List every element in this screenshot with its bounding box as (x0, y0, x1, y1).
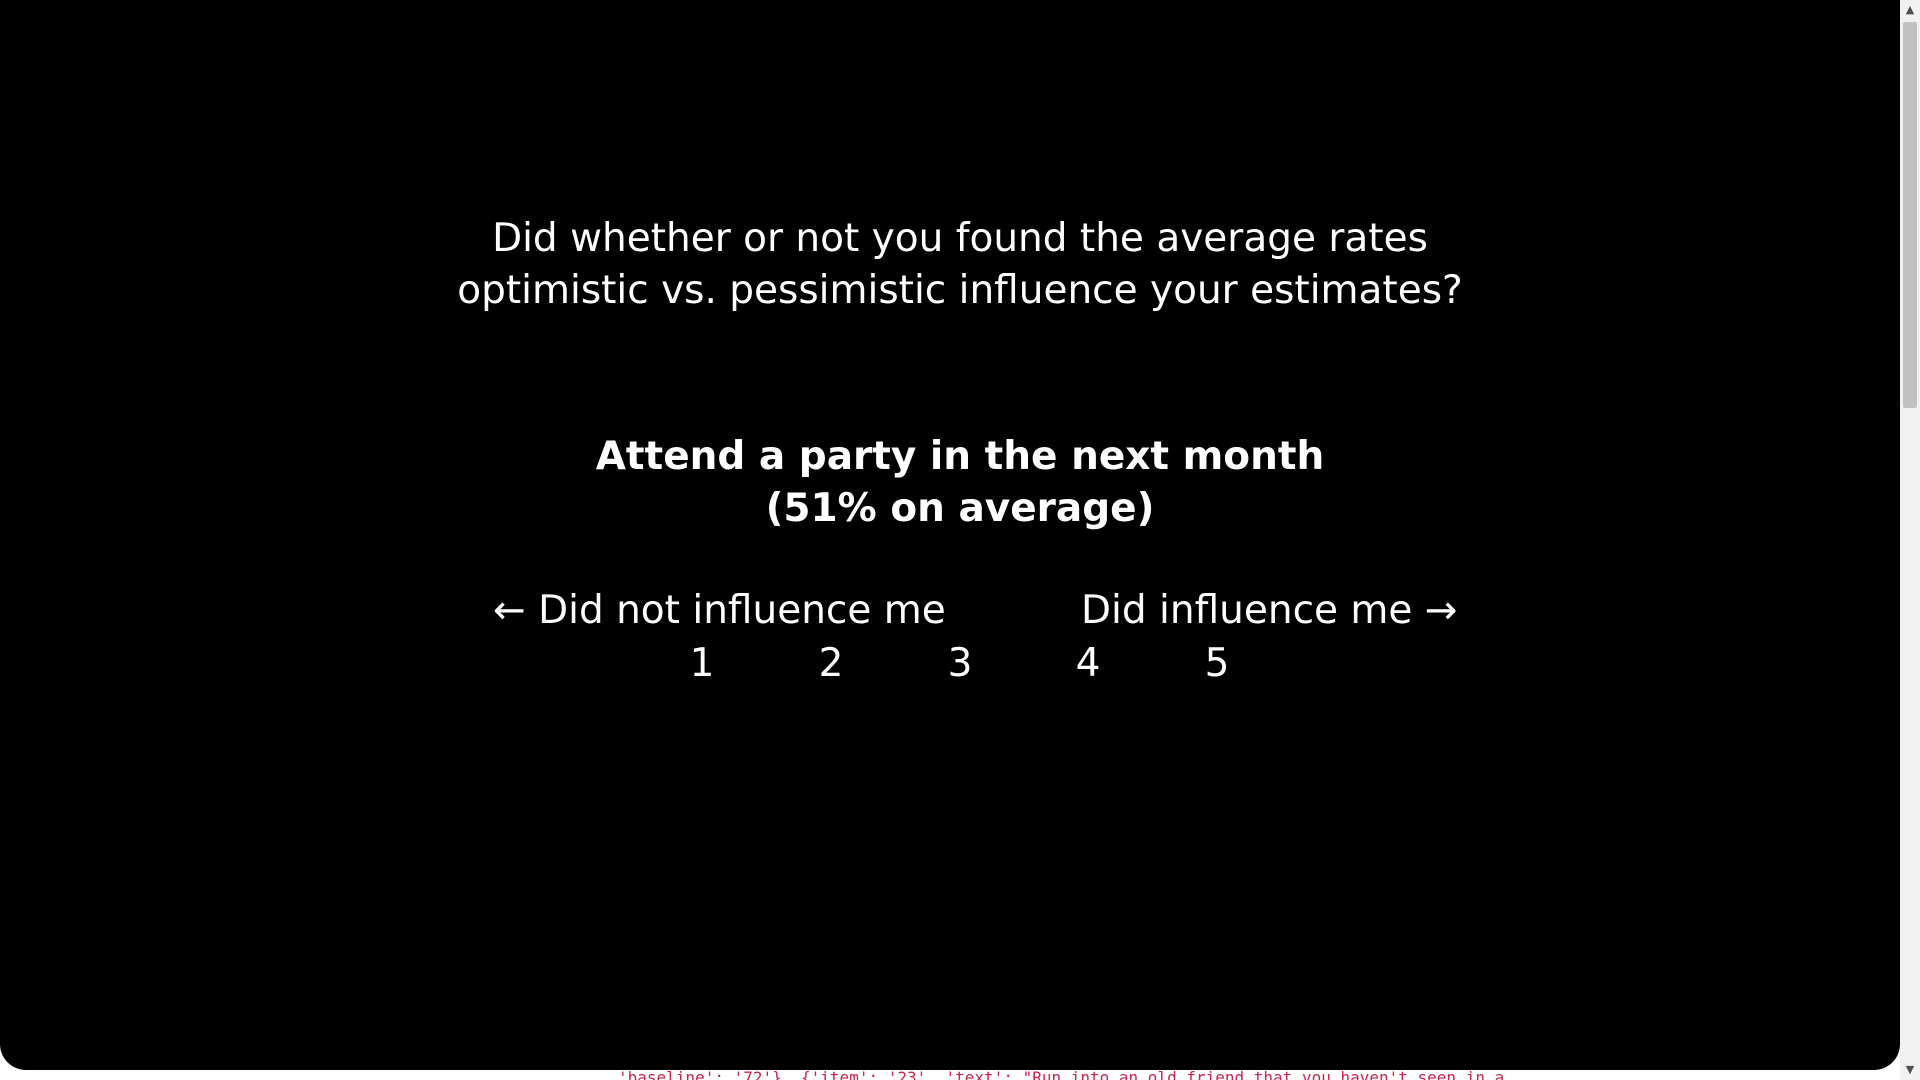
scale-right-anchor: Did influence me → (1081, 588, 1458, 633)
vertical-scrollbar[interactable]: ▲ ▼ (1900, 0, 1920, 1080)
item-heading: Attend a party in the next month (51% on… (0, 431, 1900, 535)
scale-option-4[interactable]: 4 (1075, 641, 1101, 686)
scale-option-3[interactable]: 3 (947, 641, 973, 686)
scale-option-5[interactable]: 5 (1204, 641, 1230, 686)
chevron-up-icon[interactable]: ▲ (1905, 3, 1915, 16)
question-line-2: optimistic vs. pessimistic influence you… (457, 268, 1463, 313)
scale-option-1[interactable]: 1 (689, 641, 715, 686)
question-line-1: Did whether or not you found the average… (492, 216, 1428, 261)
scale-option-2[interactable]: 2 (818, 641, 844, 686)
chevron-down-icon[interactable]: ▼ (1905, 1063, 1915, 1076)
rating-scale: 1 2 3 4 5 (0, 636, 1900, 692)
question-prompt: Did whether or not you found the average… (0, 213, 1900, 317)
debug-output-panel: 'baseline': '72'}, {'item': '23', 'text'… (358, 1070, 1540, 1080)
scale-left-anchor: ← Did not influence me (493, 588, 946, 633)
debug-output-text: 'baseline': '72'}, {'item': '23', 'text'… (618, 1070, 1505, 1080)
scrollbar-thumb[interactable] (1903, 22, 1917, 408)
item-average: (51% on average) (765, 486, 1155, 531)
item-title: Attend a party in the next month (595, 434, 1325, 479)
